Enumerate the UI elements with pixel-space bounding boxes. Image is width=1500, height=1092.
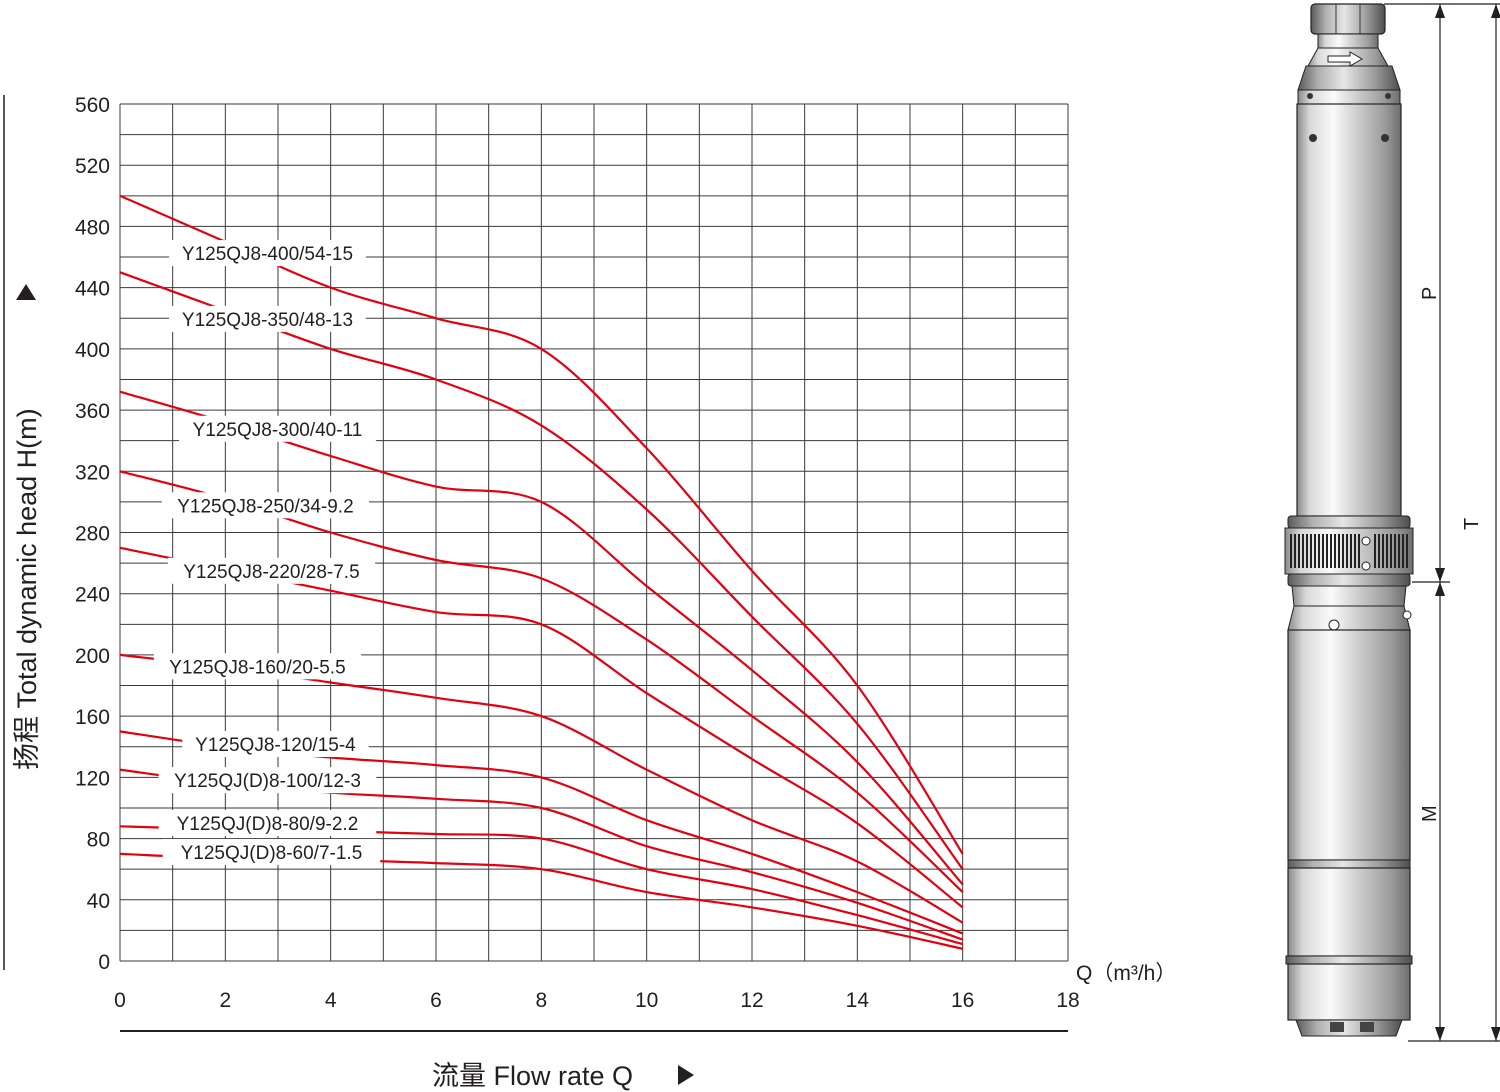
curve-label-background — [158, 810, 377, 837]
curve-label-background — [169, 240, 366, 267]
y-axis-title-group: 扬程 Total dynamic head H(m) — [12, 284, 42, 770]
y-tick-label: 120 — [75, 767, 110, 790]
x-tick-label: 8 — [535, 989, 547, 1012]
dimension-lines — [1384, 3, 1500, 1042]
pump-bolt — [1381, 134, 1389, 142]
dimension-label-m: M — [1419, 805, 1441, 822]
dimension-label-p: P — [1419, 287, 1441, 300]
curve-label-background — [153, 653, 362, 680]
curve-label: Y125QJ8-160/20-5.5 — [169, 657, 345, 678]
y-tick-label: 80 — [87, 829, 110, 852]
pump-body — [1296, 103, 1402, 517]
y-tick-label: 320 — [75, 461, 110, 484]
curve-label: Y125QJ(D)8-60/7-1.5 — [181, 843, 363, 864]
x-axis-title: 流量 Flow rate Q — [432, 1061, 633, 1091]
curve-labels: Y125QJ8-400/54-15 Y125QJ8-350/48-13 Y125QJ… — [169, 244, 362, 864]
x-tick-label: 0 — [114, 989, 126, 1012]
y-tick-label: 400 — [75, 339, 110, 362]
curve-label-background — [158, 767, 377, 794]
pump-discharge-head — [1297, 51, 1401, 105]
x-tick-label: 4 — [325, 989, 337, 1012]
y-tick-label: 520 — [75, 155, 110, 178]
curve-label: Y125QJ(D)8-80/9-2.2 — [177, 814, 359, 835]
motor-coupling — [1287, 585, 1412, 631]
pump-intake — [1284, 515, 1414, 587]
y-axis-ticks: 0 40 80 120 160 200 240 280 320 360 400 440 480 520 56… — [75, 94, 110, 974]
y-tick-label: 0 — [98, 951, 110, 974]
x-axis-title-group: 流量 Flow rate Q — [432, 1061, 694, 1091]
curve-label: Y125QJ(D)8-100/12-3 — [174, 771, 361, 792]
curve-label: Y125QJ8-400/54-15 — [182, 244, 353, 265]
curve-label: Y125QJ8-220/28-7.5 — [183, 562, 359, 583]
y-tick-label: 200 — [75, 645, 110, 668]
x-tick-label: 10 — [635, 989, 658, 1012]
dimension-arrows — [1435, 4, 1500, 1041]
x-tick-label: 12 — [740, 989, 763, 1012]
y-tick-label: 440 — [75, 278, 110, 301]
x-axis-ticks: 0 2 4 6 8 10 12 14 16 18 — [114, 989, 1080, 1012]
y-tick-label: 360 — [75, 400, 110, 423]
head-flow-chart: Y125QJ8-400/54-15 Y125QJ8-350/48-13 Y125QJ… — [12, 94, 1176, 1091]
x-unit-label: Q（m³/h） — [1076, 962, 1176, 985]
dimension-label-t: T — [1461, 518, 1483, 530]
curve-label-background — [179, 415, 376, 442]
curve-label-background — [161, 492, 370, 519]
curve-label-background — [162, 839, 381, 866]
curve-label: Y125QJ8-250/34-9.2 — [177, 496, 353, 517]
y-axis-title: 扬程 Total dynamic head H(m) — [12, 408, 42, 770]
x-tick-label: 18 — [1056, 989, 1079, 1012]
curve-label-background — [167, 557, 376, 584]
y-arrow-icon — [16, 284, 36, 300]
pump-bolt — [1309, 134, 1317, 142]
y-tick-label: 480 — [75, 216, 110, 239]
intake-screen — [1290, 534, 1408, 568]
curve-label: Y125QJ8-120/15-4 — [195, 735, 356, 756]
flow-arrow-icon — [1327, 51, 1363, 67]
x-tick-label: 2 — [219, 989, 231, 1012]
curve-label-background — [169, 305, 366, 332]
y-tick-label: 560 — [75, 94, 110, 117]
x-tick-label: 14 — [846, 989, 870, 1012]
x-tick-label: 16 — [951, 989, 974, 1012]
curve-label: Y125QJ8-350/48-13 — [182, 310, 353, 331]
curve-label: Y125QJ8-300/40-11 — [193, 420, 363, 441]
motor-base — [1287, 963, 1411, 1021]
y-tick-label: 240 — [75, 584, 110, 607]
x-arrow-icon — [678, 1065, 694, 1085]
x-tick-label: 6 — [430, 989, 442, 1012]
curve-label-background — [182, 731, 369, 758]
pump-drawing: P T M — [1284, 3, 1500, 1042]
y-tick-label: 40 — [87, 890, 110, 913]
motor-lower-body — [1287, 867, 1411, 957]
curve-label-backgrounds — [153, 240, 381, 866]
y-tick-label: 280 — [75, 523, 110, 546]
y-tick-label: 160 — [75, 706, 110, 729]
motor-body — [1287, 629, 1411, 861]
